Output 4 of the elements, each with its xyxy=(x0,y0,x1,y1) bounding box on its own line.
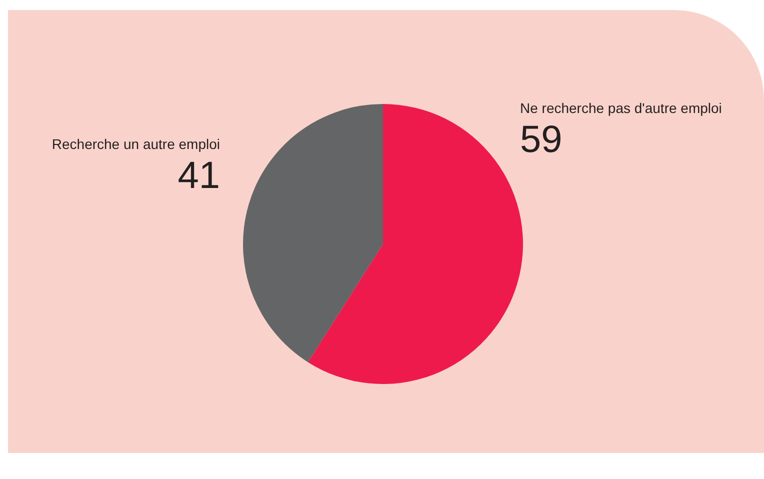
slice-label: Recherche un autre emploi xyxy=(52,136,220,152)
data-label: 41 xyxy=(178,155,220,197)
slice-label: Ne recherche pas d'autre emploi xyxy=(520,100,722,116)
data-label: 59 xyxy=(520,119,562,161)
